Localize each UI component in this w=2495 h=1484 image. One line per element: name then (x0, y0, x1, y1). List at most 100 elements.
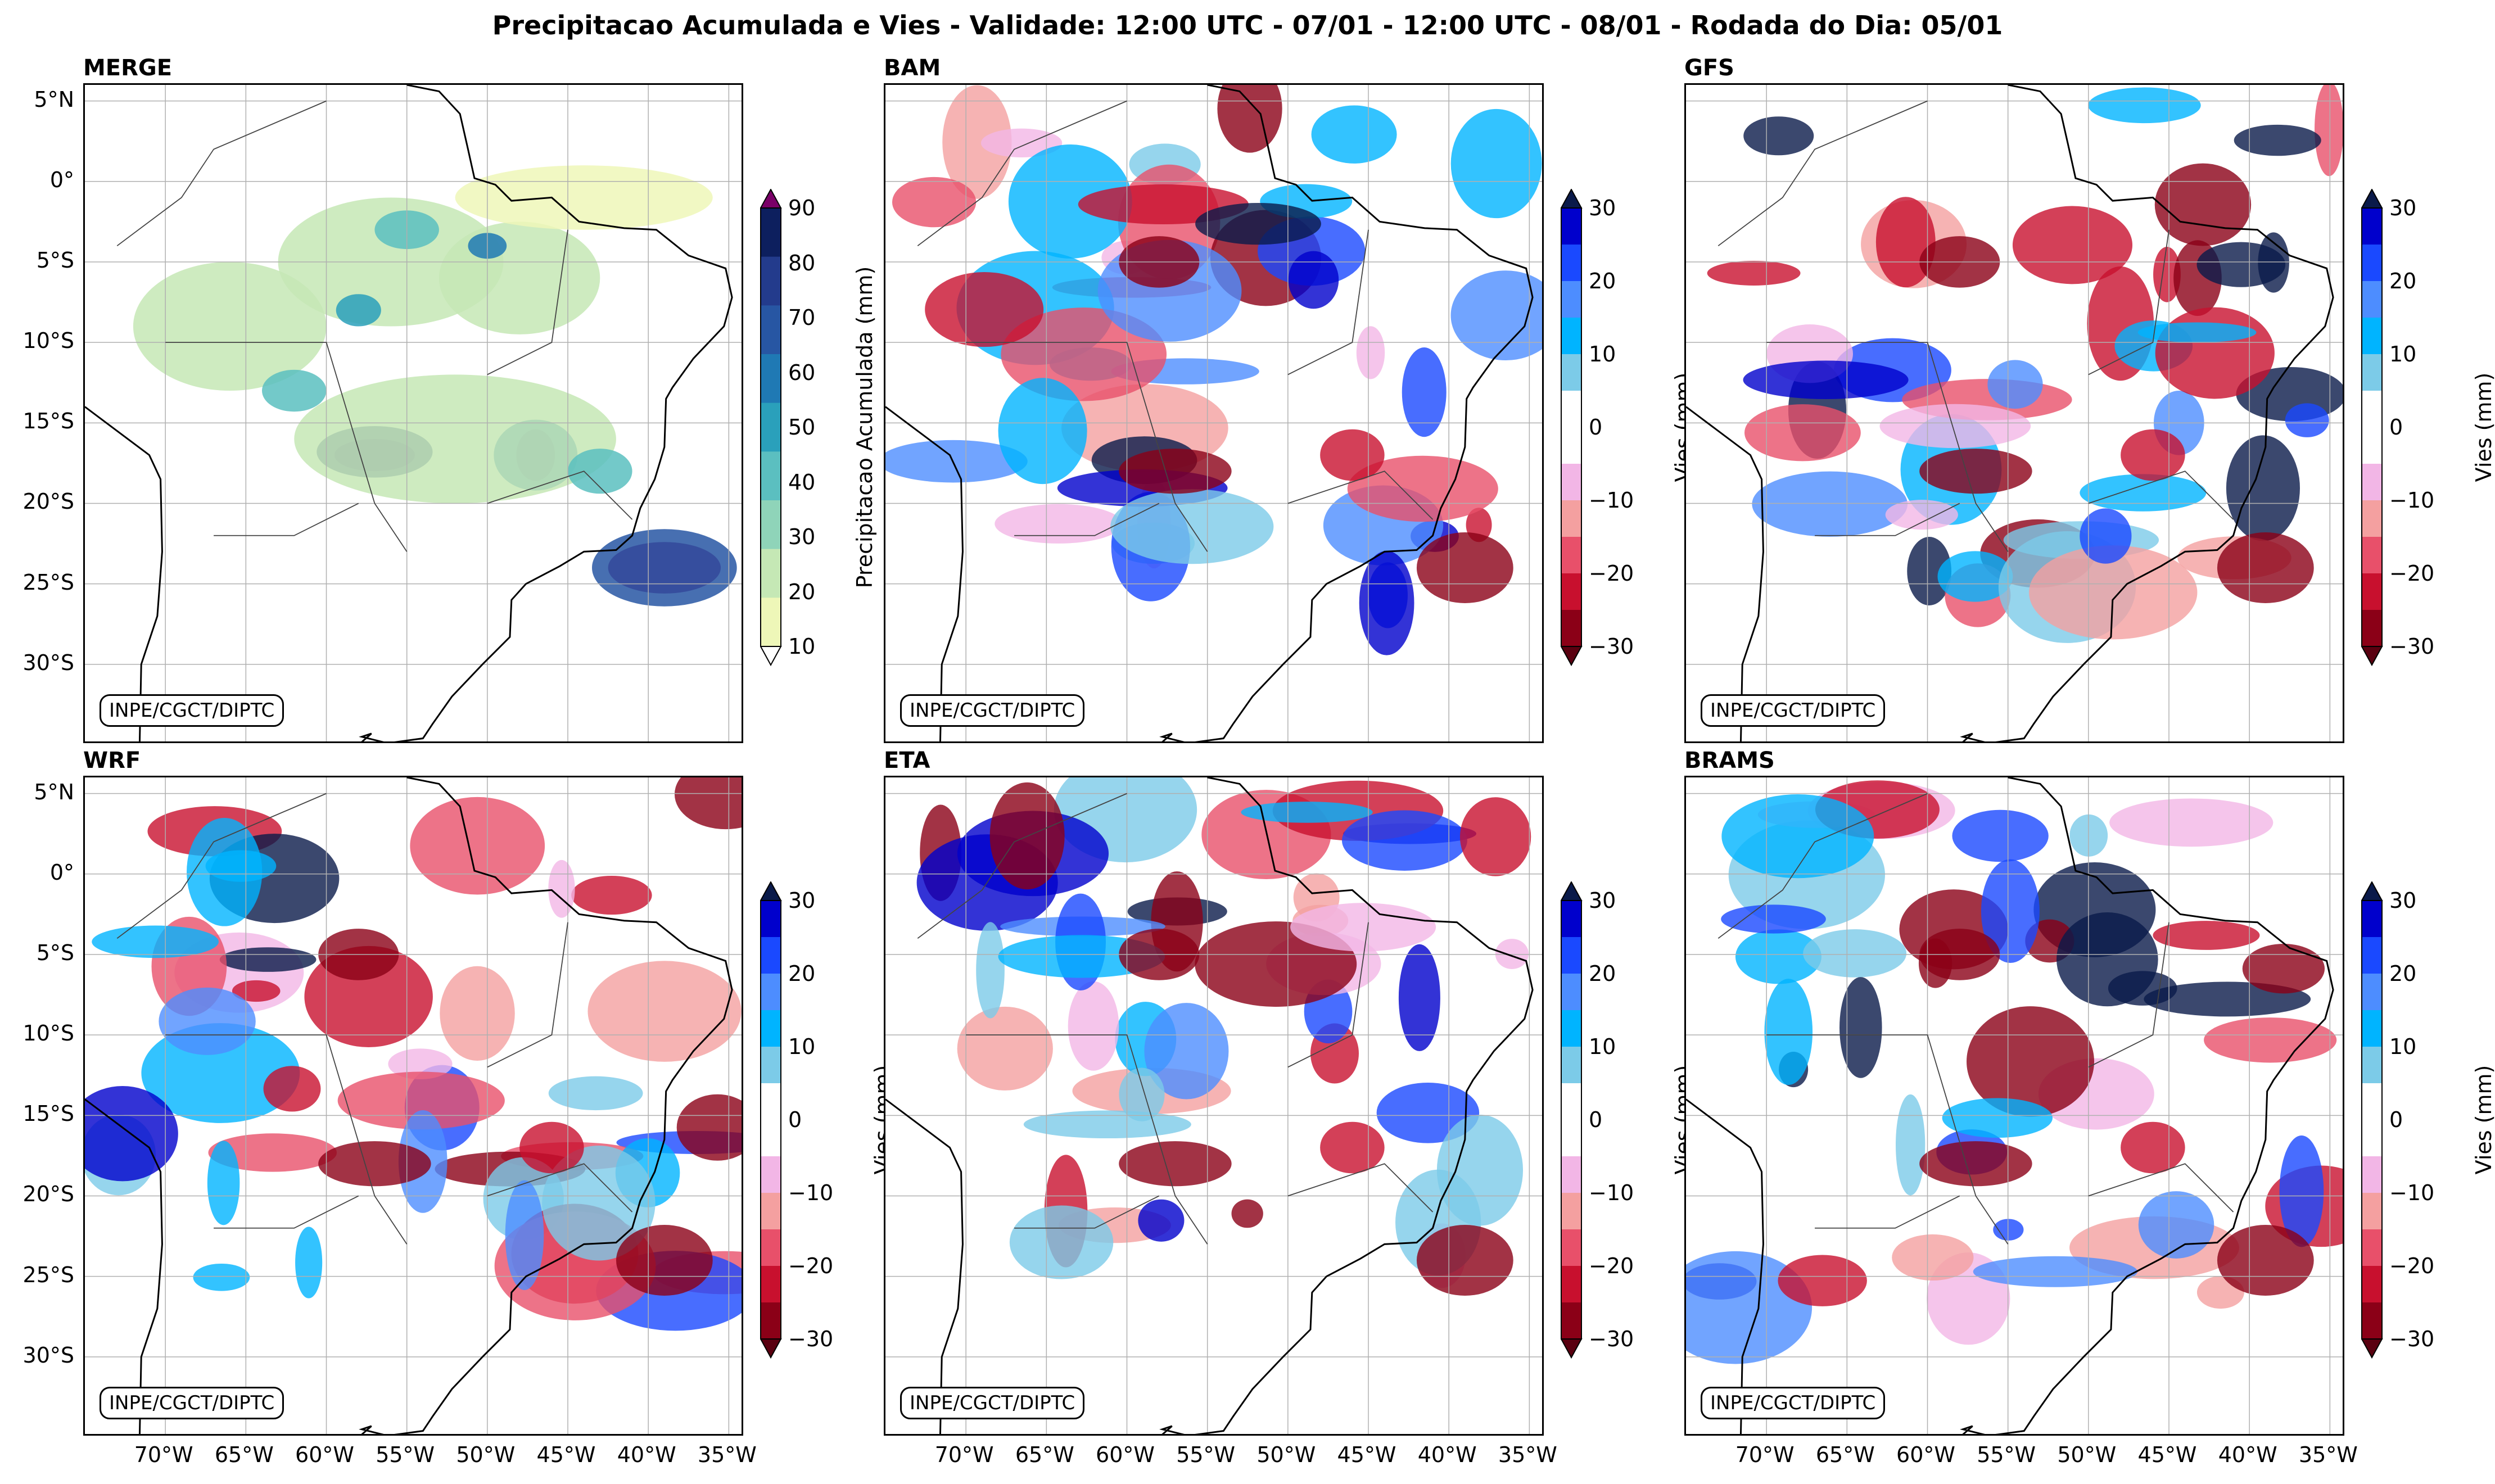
field-contour (548, 1076, 643, 1111)
colorbar-segment (1561, 1229, 1581, 1266)
field-contour (1359, 550, 1414, 655)
colorbar-segment (1561, 974, 1581, 1011)
field-contour (2088, 87, 2201, 124)
colorbar-segment (2362, 1229, 2382, 1266)
field-contour (1342, 810, 1467, 871)
field-contour (2217, 532, 2314, 604)
field-contour (591, 529, 737, 607)
axis-tick-label: 25°S (22, 569, 74, 595)
colorbar-segment (2362, 391, 2382, 428)
colorbar-segment (761, 402, 781, 452)
axis-tick-label: 30°S (22, 650, 74, 675)
field-contour (548, 859, 575, 918)
colorbar-tick-label: −30 (1589, 1327, 1634, 1351)
axis-tick-label: 0° (49, 859, 74, 885)
bias-colorbar (2361, 189, 2383, 667)
colorbar-segment (761, 549, 781, 598)
state-border (487, 470, 633, 520)
colorbar-extend-top (2361, 189, 2383, 209)
field-contour (2154, 163, 2252, 246)
axis-tick-label: 30°S (22, 1342, 74, 1368)
state-border (116, 100, 327, 247)
bias-colorbar (2361, 881, 2383, 1359)
field-contour (263, 1066, 321, 1112)
field-contour (1778, 1255, 1867, 1306)
colorbar-segment (1561, 1156, 1581, 1193)
field-contour (2196, 242, 2286, 287)
colorbar-tick-label: 30 (1589, 888, 1616, 913)
colorbar-tick-label: 20 (1589, 269, 1616, 293)
state-border (1287, 470, 1434, 520)
field-contour (1895, 1094, 1926, 1196)
colorbar-tick-label: 30 (2389, 196, 2417, 220)
coastline (885, 777, 1534, 1434)
state-border (1287, 922, 1369, 1068)
colorbar-segment (761, 1229, 781, 1266)
colorbar-segment (761, 1193, 781, 1230)
colorbar-segment (761, 305, 781, 355)
state-border (487, 1163, 633, 1212)
colorbar-tick-label: 50 (788, 415, 816, 440)
axis-tick-label: 70°W (134, 1442, 193, 1467)
colorbar-segment (1561, 318, 1581, 355)
axis-tick-label: 5°S (36, 247, 74, 273)
state-border (1014, 1195, 1160, 1229)
field-contour (519, 1121, 584, 1174)
axis-tick-label: 60°W (1896, 1442, 1955, 1467)
field-contour (995, 504, 1123, 544)
colorbar-segment (2362, 610, 2382, 647)
credit-label: INPE/CGCT/DIPTC (100, 694, 284, 727)
colorbar-tick-label: −30 (788, 1327, 834, 1351)
credit-label: INPE/CGCT/DIPTC (900, 694, 1085, 727)
axis-tick-label: 70°W (934, 1442, 994, 1467)
colorbar-segment (1561, 901, 1581, 938)
colorbar-segment (761, 937, 781, 974)
field-contour (2153, 921, 2260, 950)
coastline (85, 777, 733, 1434)
colorbar-tick-label: 10 (1589, 342, 1616, 367)
colorbar-tick-label: 20 (788, 961, 816, 986)
colorbar-tick-label: 90 (788, 196, 816, 220)
panel-title-eta: ETA (884, 748, 930, 773)
field-contour (1416, 1225, 1513, 1296)
credit-label: INPE/CGCT/DIPTC (900, 1387, 1085, 1419)
colorbar-segment (761, 256, 781, 306)
field-contour (1495, 939, 1529, 969)
field-contour (133, 261, 327, 391)
field-contour (219, 947, 317, 972)
field-contour (2226, 435, 2300, 541)
colorbar-segment (1561, 1193, 1581, 1230)
field-contour (1973, 1256, 2138, 1287)
field-contour (616, 1225, 713, 1296)
field-contour (1217, 85, 1282, 153)
axis-tick-label: 40°W (617, 1442, 676, 1467)
field-contour (232, 980, 281, 1002)
colorbar-extend-top (760, 189, 782, 209)
colorbar-extend-top (760, 881, 782, 901)
panel-title-gfs: GFS (1684, 55, 1734, 81)
axis-tick-label: 50°W (2057, 1442, 2117, 1467)
field-contour (1752, 471, 1908, 537)
axis-tick-label: 20°S (22, 1182, 74, 1207)
axis-tick-label: 50°W (456, 1442, 516, 1467)
field-contour (1231, 1199, 1263, 1228)
field-contour (568, 449, 632, 494)
field-contour (2285, 403, 2329, 437)
field-contour (1764, 979, 1813, 1085)
colorbar-label: Vies (mm) (2471, 1065, 2495, 1175)
axis-tick-label: 0° (49, 167, 74, 192)
colorbar-segment (1561, 1083, 1581, 1120)
field-contour (1803, 929, 1907, 978)
colorbar-segment (1561, 610, 1581, 647)
field-contour (1320, 429, 1385, 481)
colorbar-tick-label: 20 (2389, 961, 2417, 986)
field-contour (571, 875, 652, 915)
field-contour (1001, 307, 1167, 401)
field-contour (2155, 307, 2275, 399)
colorbar-segment (2362, 901, 2382, 938)
colorbar-segment (761, 974, 781, 1011)
state-border (917, 793, 1127, 939)
colorbar-segment (2362, 937, 2382, 974)
field-contour (208, 1133, 337, 1172)
map-panel-wrf: INPE/CGCT/DIPTC (83, 776, 743, 1436)
